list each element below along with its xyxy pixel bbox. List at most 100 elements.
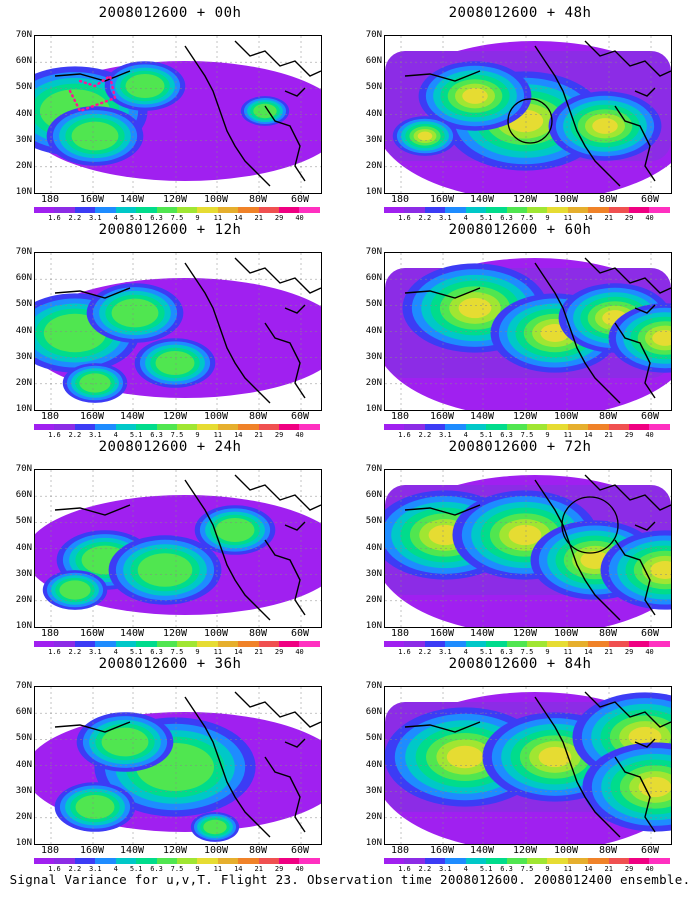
colorbar-labels: 1.6 2.2 3.1 4 5.1 6.3 7.5 9 11 14 21 29 40 (384, 431, 670, 440)
lon-tick-label: 120W (162, 628, 188, 639)
colorbar-swatch (384, 207, 405, 213)
colorbar-label: 11 (563, 648, 573, 656)
lat-tick-label: 70N (365, 464, 382, 474)
colorbar-swatch (649, 641, 670, 647)
lon-tick-label: 100W (553, 411, 579, 422)
colorbar-label: 7.5 (520, 865, 534, 873)
colorbar-label: 5.1 (129, 431, 143, 439)
lon-tick-label: 60W (640, 628, 660, 639)
colorbar (384, 641, 670, 647)
lon-tick-label: 140W (119, 194, 145, 205)
colorbar-swatch (465, 641, 487, 647)
lat-tick-label: 70N (15, 681, 32, 691)
map-panel: 2008012600 + 72h 70N 60N 50N 40N 30N 20N 10N 180… (350, 439, 690, 657)
lon-tick-label: 180 (390, 194, 410, 205)
colorbar-label: 40 (645, 214, 654, 222)
colorbar-label: 1.6 (48, 865, 61, 873)
colorbar-swatch (486, 424, 507, 430)
lat-tick-label: 50N (15, 733, 32, 744)
lon-tick-label: 180 (40, 628, 60, 639)
colorbar-swatch (156, 424, 177, 430)
colorbar-label: 2.2 (68, 648, 82, 656)
colorbar-label: 3.1 (88, 865, 102, 873)
colorbar-swatch (567, 207, 589, 213)
colorbar-swatch (299, 641, 320, 647)
lat-tick-label: 40N (365, 759, 382, 770)
map-panel: 2008012600 + 12h 70N 60N 50N 40N 30N 20N 10N 180… (0, 222, 340, 440)
colorbar-label: 2.2 (418, 214, 432, 222)
colorbar (34, 207, 320, 213)
colorbar-swatch (608, 207, 630, 213)
colorbar (384, 424, 670, 430)
lon-tick-label: 120W (512, 411, 538, 422)
colorbar-label: 3.1 (438, 431, 452, 439)
colorbar-swatch (115, 858, 137, 864)
lon-tick-label: 180 (40, 845, 60, 856)
variance-map (34, 469, 322, 628)
colorbar-swatch (608, 424, 630, 430)
colorbar (34, 641, 320, 647)
colorbar-swatch (217, 424, 239, 430)
colorbar-swatch (176, 858, 198, 864)
colorbar-label: 6.3 (500, 865, 513, 873)
lat-tick-label: 60N (365, 56, 382, 67)
highlight-circle (507, 98, 553, 144)
colorbar-label: 29 (624, 431, 634, 439)
lon-tick-label: 180 (390, 845, 410, 856)
lon-tick-label: 100W (203, 194, 229, 205)
colorbar-swatch (279, 424, 300, 430)
colorbar-label: 2.2 (68, 431, 82, 439)
map-panel: 2008012600 + 84h 70N 60N 50N 40N 30N 20N 10N 180… (350, 656, 690, 874)
colorbar-label: 21 (254, 865, 263, 873)
colorbar-swatch (54, 641, 75, 647)
colorbar-swatch (445, 207, 466, 213)
lon-tick-label: 80W (248, 411, 268, 422)
lon-tick-label: 180 (390, 628, 410, 639)
lon-tick-label: 80W (248, 628, 268, 639)
lat-tick-label: 50N (365, 299, 382, 310)
variance-map (384, 252, 672, 411)
colorbar-swatch (34, 207, 55, 213)
lon-tick-label: 140W (119, 411, 145, 422)
colorbar-swatch (567, 424, 589, 430)
colorbar-label: 5.1 (479, 865, 493, 873)
lat-tick-label: 40N (15, 759, 32, 770)
colorbar-label: 4 (113, 431, 118, 439)
colorbar-label: 21 (604, 865, 613, 873)
lon-tick-label: 80W (598, 628, 618, 639)
colorbar-swatch (629, 424, 650, 430)
lon-tick-label: 160W (79, 845, 105, 856)
lon-tick-label: 120W (162, 411, 188, 422)
colorbar-swatch (547, 858, 568, 864)
colorbar-label: 21 (254, 648, 263, 656)
colorbar-label: 40 (295, 214, 304, 222)
colorbar-label: 3.1 (88, 648, 102, 656)
colorbar-swatch (95, 641, 116, 647)
colorbar-label: 7.5 (170, 648, 184, 656)
colorbar-label: 21 (604, 431, 613, 439)
map-panel: 2008012600 + 36h 70N 60N 50N 40N 30N 20N 10N 180… (0, 656, 340, 874)
lat-tick-label: 20N (15, 811, 32, 822)
colorbar-swatch (486, 207, 507, 213)
lat-tick-label: 30N (15, 568, 32, 579)
colorbar-swatch (526, 858, 548, 864)
colorbar-label: 11 (563, 865, 573, 873)
lon-tick-label: 160W (429, 411, 455, 422)
lon-tick-label: 160W (429, 845, 455, 856)
lon-tick-label: 60W (640, 194, 660, 205)
colorbar-swatch (486, 641, 507, 647)
lat-tick-label: 70N (365, 30, 382, 40)
colorbar-labels: 1.6 2.2 3.1 4 5.1 6.3 7.5 9 11 14 21 29 40 (34, 648, 320, 657)
coastline (54, 474, 321, 621)
lon-tick-label: 60W (290, 194, 310, 205)
colorbar-swatch (197, 424, 218, 430)
colorbar-swatch (299, 207, 320, 213)
colorbar-swatch (95, 858, 116, 864)
colorbar-label: 5.1 (129, 865, 143, 873)
colorbar-swatch (279, 207, 300, 213)
colorbar-swatch (74, 207, 96, 213)
lon-tick-label: 60W (290, 628, 310, 639)
coastline (404, 691, 671, 838)
lon-tick-label: 60W (640, 411, 660, 422)
lat-tick-label: 10N (15, 404, 32, 414)
